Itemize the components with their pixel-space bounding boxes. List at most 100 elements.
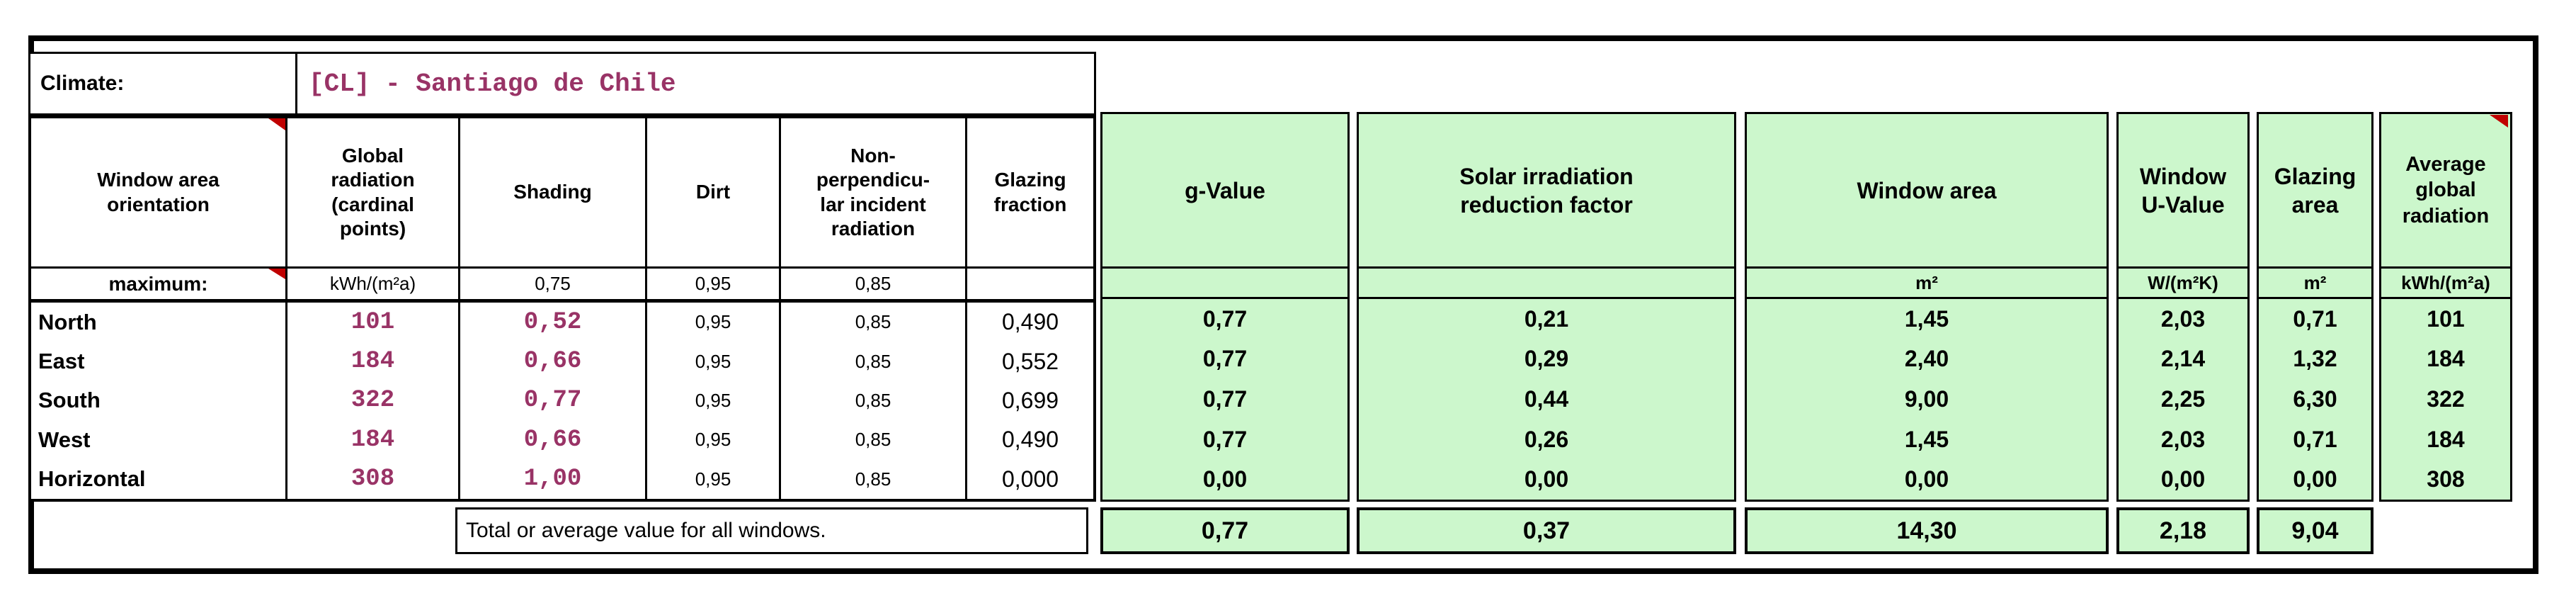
result-window-area: 0,00 [1904, 466, 1949, 492]
cell-shading[interactable]: 0,52 [523, 308, 582, 336]
column-divider [285, 118, 287, 499]
result-window-u-value: 2,03 [2160, 426, 2206, 452]
row-label-north: North [38, 309, 97, 334]
maximum-row-label: maximum: [108, 272, 208, 295]
result-window-area: 9,00 [1904, 385, 1949, 412]
result-solar-reduction: 0,26 [1524, 426, 1569, 452]
cell-glazing-fraction: 0,000 [1001, 466, 1059, 492]
result-window-area: 1,45 [1904, 426, 1949, 452]
column-header-glazing-area: Glazing area [2274, 163, 2356, 218]
maximum-dirt: 0,95 [695, 273, 731, 294]
result-solar-reduction: 0,00 [1524, 466, 1569, 492]
g-value-values: 0,77 0,77 0,77 0,77 0,00 [1102, 299, 1347, 500]
glazing-fraction-values: 0,490 0,552 0,699 0,490 0,000 [967, 303, 1093, 499]
maximum-shading: 0,75 [535, 273, 571, 294]
result-glazing-area: 1,32 [2293, 346, 2337, 372]
cell-non-perpendicular: 0,85 [855, 311, 891, 333]
column-header-non-perpendicular: Non- perpendicu- lar incident radiation [816, 145, 930, 240]
result-column-avg-global-radiation: Average global radiation kWh/(m²a) 101 1… [2379, 112, 2512, 502]
divider [2381, 297, 2510, 299]
result-solar-reduction: 0,21 [1524, 305, 1569, 332]
divider [2259, 266, 2371, 269]
divider [1102, 297, 1347, 299]
result-glazing-area: 0,71 [2293, 305, 2337, 332]
result-solar-reduction: 0,44 [1524, 385, 1569, 412]
cell-non-perpendicular: 0,85 [855, 350, 891, 372]
glazing-area-values: 0,71 1,32 6,30 0,71 0,00 [2259, 299, 2371, 500]
row-label-horizontal: Horizontal [38, 466, 146, 492]
cell-dirt: 0,95 [695, 311, 731, 333]
result-column-window-u-value: Window U-Value W/(m²K) 2,03 2,14 2,25 2,… [2116, 112, 2250, 502]
result-avg-global-radiation: 184 [2427, 346, 2465, 372]
divider [2381, 266, 2510, 269]
total-glazing-area: 9,04 [2257, 507, 2373, 554]
cell-global-radiation[interactable]: 322 [351, 387, 395, 415]
climate-value-field[interactable]: [CL] - Santiago de Chile [309, 69, 676, 98]
cell-global-radiation[interactable]: 101 [351, 308, 395, 336]
column-header-shading: Shading [513, 181, 592, 203]
cell-global-radiation[interactable]: 184 [351, 426, 395, 454]
column-header-avg-global-radiation: Average global radiation [2402, 153, 2490, 227]
result-solar-reduction: 0,29 [1524, 346, 1569, 372]
cell-non-perpendicular: 0,85 [855, 468, 891, 490]
row-label-south: South [38, 388, 101, 413]
result-g-value: 0,77 [1202, 385, 1248, 412]
cell-glazing-fraction: 0,490 [1001, 309, 1059, 335]
result-window-area: 2,40 [1904, 346, 1949, 372]
column-header-global-radiation: Global radiation (cardinal points) [331, 145, 415, 240]
column-header-g-value: g-Value [1185, 177, 1265, 203]
cell-shading[interactable]: 0,77 [523, 387, 582, 415]
cell-dirt: 0,95 [695, 429, 731, 451]
cell-shading[interactable]: 0,66 [523, 348, 582, 376]
result-column-window-area: Window area m² 1,45 2,40 9,00 1,45 0,00 [1745, 112, 2109, 502]
cell-global-radiation[interactable]: 184 [351, 348, 395, 376]
result-glazing-area: 6,30 [2293, 385, 2337, 412]
unit-avg-global-radiation: kWh/(m²a) [2401, 271, 2490, 293]
cell-dirt: 0,95 [695, 389, 731, 411]
maximum-global-radiation-unit: kWh/(m²a) [329, 273, 416, 294]
cell-dirt: 0,95 [695, 468, 731, 490]
cell-glazing-fraction: 0,490 [1001, 427, 1059, 453]
cell-non-perpendicular: 0,85 [855, 429, 891, 451]
unit-solar-reduction [1359, 269, 1734, 297]
cell-glazing-fraction: 0,699 [1001, 387, 1059, 413]
column-divider [965, 118, 967, 499]
divider [2119, 266, 2247, 269]
solar-reduction-values: 0,21 0,29 0,44 0,26 0,00 [1359, 299, 1734, 500]
dirt-values: 0,95 0,95 0,95 0,95 0,95 [647, 303, 779, 499]
row-label-east: East [38, 349, 85, 374]
window-u-value-values: 2,03 2,14 2,25 2,03 0,00 [2119, 299, 2247, 500]
column-header-dirt: Dirt [695, 181, 731, 203]
cell-glazing-fraction: 0,552 [1001, 348, 1059, 374]
cell-shading[interactable]: 1,00 [523, 466, 582, 493]
result-column-solar-reduction: Solar irradiation reduction factor 0,21 … [1357, 112, 1736, 502]
result-glazing-area: 0,00 [2293, 466, 2337, 492]
total-window-u-value: 2,18 [2116, 507, 2250, 554]
divider [1102, 266, 1347, 269]
divider [1359, 297, 1734, 299]
column-divider [645, 118, 647, 499]
result-g-value: 0,77 [1202, 426, 1248, 452]
unit-window-area: m² [1915, 271, 1938, 293]
total-g-value: 0,77 [1100, 507, 1350, 554]
climate-label: Climate: [30, 54, 297, 113]
result-column-g-value: g-Value 0,77 0,77 0,77 0,77 0,00 [1100, 112, 1350, 502]
column-header-orientation: Window area orientation [97, 169, 220, 215]
input-table: Window area orientation Global radiation… [28, 116, 1096, 502]
cell-dirt: 0,95 [695, 350, 731, 372]
shading-values: 0,52 0,66 0,77 0,66 1,00 [460, 303, 645, 499]
result-avg-global-radiation: 101 [2427, 305, 2465, 332]
column-header-window-area: Window area [1857, 177, 1997, 203]
window-area-values: 1,45 2,40 9,00 1,45 0,00 [1747, 299, 2107, 500]
result-window-u-value: 2,03 [2160, 305, 2206, 332]
cell-shading[interactable]: 0,66 [523, 426, 582, 454]
result-g-value: 0,77 [1202, 305, 1248, 332]
cell-global-radiation[interactable]: 308 [351, 466, 395, 493]
divider [1359, 266, 1734, 269]
global-radiation-values: 101 184 322 184 308 [287, 303, 458, 499]
total-row-label: Total or average value for all windows. [466, 519, 826, 542]
unit-window-u-value: W/(m²K) [2148, 271, 2218, 293]
column-header-solar-reduction: Solar irradiation reduction factor [1459, 163, 1634, 218]
result-glazing-area: 0,71 [2293, 426, 2337, 452]
